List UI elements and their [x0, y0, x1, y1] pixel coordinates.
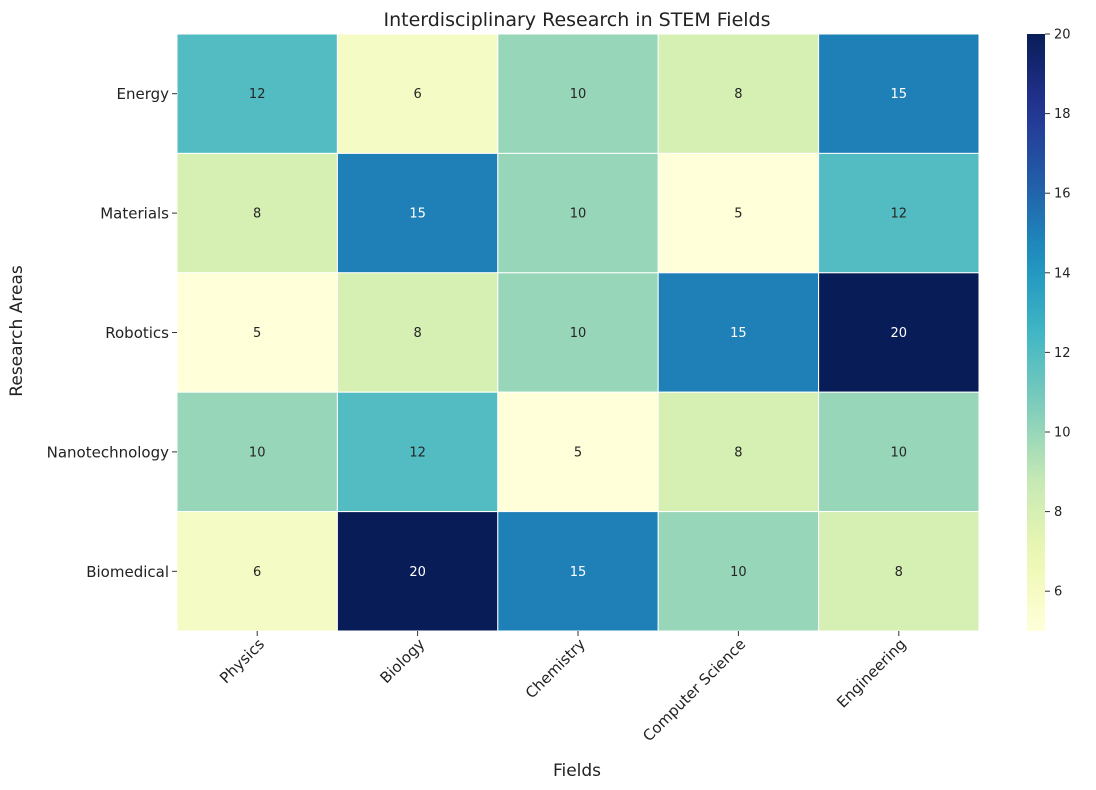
cell-value-label: 6: [253, 565, 261, 580]
y-axis-label: Research Areas: [7, 265, 27, 397]
cell-value-label: 15: [409, 207, 426, 222]
cell-energy-chemistry: [497, 33, 659, 154]
cell-nanotechnology-biology: [336, 391, 499, 513]
cell-energy-biology: [336, 33, 499, 154]
x-tick-label: Computer Science: [639, 635, 749, 745]
cell-value-label: 10: [249, 445, 266, 460]
colorbar-tick-label: 8: [1054, 505, 1062, 520]
cell-value-label: 20: [891, 326, 908, 341]
cell-value-label: 12: [891, 207, 908, 222]
cell-robotics-computer-science: [657, 272, 820, 393]
cell-biomedical-engineering: [818, 511, 980, 632]
x-tick-label: Engineering: [833, 635, 909, 711]
cell-materials-physics: [176, 152, 338, 274]
cell-value-label: 12: [409, 445, 426, 460]
colorbar-tick-label: 6: [1054, 585, 1062, 600]
heatmap-cells: [176, 33, 980, 632]
cell-value-label: 8: [253, 207, 261, 222]
cell-value-label: 15: [570, 565, 587, 580]
cell-nanotechnology-computer-science: [657, 391, 820, 513]
cell-biomedical-physics: [176, 511, 338, 632]
cell-value-label: 8: [413, 326, 421, 341]
cell-energy-physics: [176, 33, 338, 154]
cell-value-label: 10: [891, 445, 908, 460]
y-tick-label: Robotics: [105, 324, 169, 342]
cell-robotics-engineering: [818, 272, 980, 393]
cell-value-label: 12: [249, 87, 266, 102]
cell-value-label: 6: [413, 87, 421, 102]
chart-title: Interdisciplinary Research in STEM Field…: [383, 9, 770, 31]
x-tick-label: Physics: [216, 635, 268, 687]
colorbar-tick-label: 14: [1054, 266, 1071, 281]
cell-energy-computer-science: [657, 33, 820, 154]
cell-value-label: 10: [730, 565, 747, 580]
cell-value-label: 10: [570, 87, 587, 102]
x-tick-label: Biology: [377, 635, 429, 687]
cell-value-label: 5: [574, 445, 582, 460]
cell-robotics-chemistry: [497, 272, 659, 393]
cell-value-labels: 12 6 10 8 15 8 15 10 5 12 5 8 10 15 20 10 12 5 8 10 6 20 15 10 8: [249, 87, 907, 580]
colorbar: [1027, 34, 1045, 631]
cell-value-label: 8: [734, 87, 742, 102]
x-axis-label: Fields: [553, 761, 601, 781]
y-tick-label: Energy: [116, 85, 169, 103]
colorbar-ticks: 6 8 10 12 14 16 18 20: [1045, 28, 1071, 600]
colorbar-tick-label: 20: [1054, 28, 1071, 43]
y-tick-label: Biomedical: [86, 563, 169, 581]
cell-value-label: 8: [734, 445, 742, 460]
cell-value-label: 8: [895, 565, 903, 580]
cell-value-label: 20: [409, 565, 426, 580]
x-tick-label: Chemistry: [522, 635, 589, 702]
cell-value-label: 10: [570, 326, 587, 341]
colorbar-tick-label: 16: [1054, 187, 1071, 202]
x-tick-labels: Physics Biology Chemistry Computer Science E…: [216, 631, 910, 745]
cell-materials-chemistry: [497, 152, 659, 274]
cell-nanotechnology-chemistry: [497, 391, 659, 513]
cell-energy-engineering: [818, 33, 980, 154]
cell-value-label: 10: [570, 207, 587, 222]
cell-value-label: 15: [730, 326, 747, 341]
y-tick-labels: Energy Materials Robotics Nanotechnology Bio…: [47, 85, 177, 581]
cell-biomedical-biology: [336, 511, 499, 632]
cell-value-label: 5: [253, 326, 261, 341]
y-tick-label: Materials: [100, 205, 169, 223]
cell-nanotechnology-engineering: [818, 391, 980, 513]
colorbar-tick-label: 12: [1054, 346, 1071, 361]
colorbar-tick-label: 18: [1054, 107, 1071, 122]
cell-value-label: 5: [734, 207, 742, 222]
y-tick-label: Nanotechnology: [47, 443, 170, 461]
cell-robotics-biology: [336, 272, 499, 393]
cell-materials-engineering: [818, 152, 980, 274]
cell-value-label: 15: [891, 87, 908, 102]
cell-biomedical-chemistry: [497, 511, 659, 632]
colorbar-tick-label: 10: [1054, 426, 1071, 441]
